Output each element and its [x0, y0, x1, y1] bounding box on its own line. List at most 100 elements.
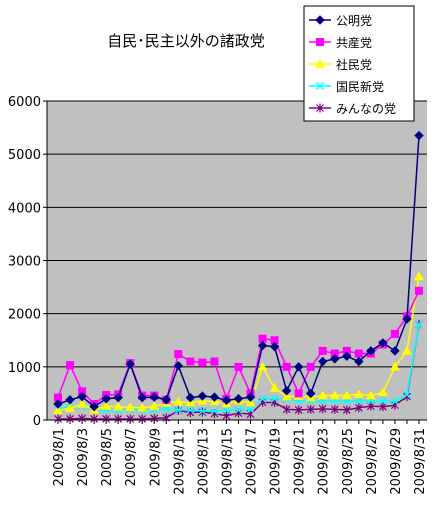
x-tick-label: 2009/8/13: [196, 428, 211, 495]
data-point: [234, 405, 243, 414]
data-point: [101, 401, 111, 410]
legend-item: 共産党: [309, 35, 372, 50]
x-tick-label: 2009/8/29: [389, 428, 404, 495]
y-axis-ticks: 0 1000 2000 3000 4000 5000 6000: [8, 95, 47, 429]
data-point: [90, 414, 99, 424]
data-point: [149, 392, 159, 402]
data-point: [65, 395, 75, 405]
series-1: [53, 130, 424, 412]
data-point: [318, 356, 328, 367]
series-layer: [53, 130, 424, 424]
data-point: [174, 405, 183, 414]
data-point: [209, 392, 220, 402]
data-point: [305, 388, 316, 399]
data-point: [126, 414, 135, 424]
legend-label: みんなの党: [336, 101, 396, 116]
x-tick-label: 2009/8/21: [293, 428, 308, 495]
data-point: [198, 407, 207, 415]
y-tick-label: 0: [33, 414, 41, 429]
data-point: [354, 356, 364, 367]
data-point: [150, 413, 159, 423]
x-tick-label: 2009/8/17: [245, 428, 260, 495]
data-point: [390, 397, 399, 406]
legend-marker: [316, 103, 324, 113]
data-point: [77, 391, 87, 402]
data-point: [173, 396, 184, 406]
x-tick-label: 2009/8/5: [100, 428, 115, 486]
data-point: [378, 396, 387, 405]
data-point: [329, 390, 340, 400]
legend-label: 共産党: [336, 35, 372, 50]
data-point: [257, 340, 268, 351]
data-point: [366, 346, 376, 356]
x-tick-label: 2009/8/27: [365, 428, 380, 495]
data-point: [282, 404, 291, 414]
data-point: [65, 403, 75, 413]
data-point: [137, 392, 147, 403]
y-tick-label: 1000: [8, 361, 41, 376]
data-point: [414, 130, 424, 141]
data-point: [125, 359, 135, 369]
data-point: [282, 362, 291, 371]
data-point: [78, 413, 86, 423]
data-point: [318, 404, 327, 414]
data-point: [162, 405, 171, 414]
x-tick-label: 2009/8/1: [52, 428, 67, 486]
data-point: [378, 338, 388, 348]
data-point: [342, 351, 352, 361]
data-point: [353, 389, 364, 399]
legend-marker: [316, 38, 324, 46]
data-point: [125, 402, 136, 411]
data-point: [390, 346, 400, 356]
legend-marker: [315, 15, 325, 25]
data-point: [77, 399, 87, 408]
data-point: [138, 414, 147, 424]
x-tick-label: 2009/8/31: [413, 428, 428, 495]
legend-marker: [316, 82, 324, 90]
y-tick-label: 3000: [8, 255, 41, 270]
data-point: [66, 414, 74, 424]
x-tick-label: 2009/8/9: [148, 428, 163, 486]
data-point: [390, 329, 399, 338]
data-point: [306, 362, 315, 371]
data-point: [341, 390, 352, 400]
x-tick-label: 2009/8/7: [124, 428, 139, 486]
data-point: [161, 395, 172, 405]
legend-item: 公明党: [309, 13, 372, 28]
legend-label: 国民新党: [336, 79, 384, 94]
data-point: [403, 390, 411, 399]
data-point: [342, 405, 351, 415]
legend-item: 国民新党: [309, 79, 384, 94]
data-point: [270, 394, 279, 403]
data-point: [390, 361, 400, 371]
y-tick-label: 2000: [8, 308, 41, 323]
data-point: [402, 314, 412, 324]
data-point: [294, 389, 303, 398]
data-point: [221, 395, 232, 406]
data-point: [186, 405, 195, 414]
data-point: [378, 402, 387, 412]
data-point: [317, 390, 328, 400]
data-point: [197, 391, 208, 401]
data-point: [113, 401, 124, 411]
data-point: [257, 361, 268, 371]
data-point: [198, 407, 207, 417]
data-point: [281, 391, 292, 401]
x-tick-label: 2009/8/25: [341, 428, 356, 495]
x-tick-label: 2009/8/3: [76, 428, 91, 486]
y-tick-label: 4000: [8, 201, 41, 216]
data-point: [318, 346, 327, 355]
y-tick-label: 6000: [8, 95, 41, 110]
chart-title: 自民･民主以外の諸政党: [107, 32, 265, 50]
data-point: [269, 341, 280, 352]
data-point: [330, 354, 340, 364]
data-point: [378, 387, 388, 397]
x-tick-label: 2009/8/19: [269, 428, 284, 495]
legend-label: 社民党: [336, 57, 372, 72]
legend-item: 社民党: [309, 57, 372, 72]
data-point: [293, 362, 304, 372]
data-point: [306, 404, 315, 414]
data-point: [354, 403, 363, 413]
data-point: [354, 349, 363, 358]
